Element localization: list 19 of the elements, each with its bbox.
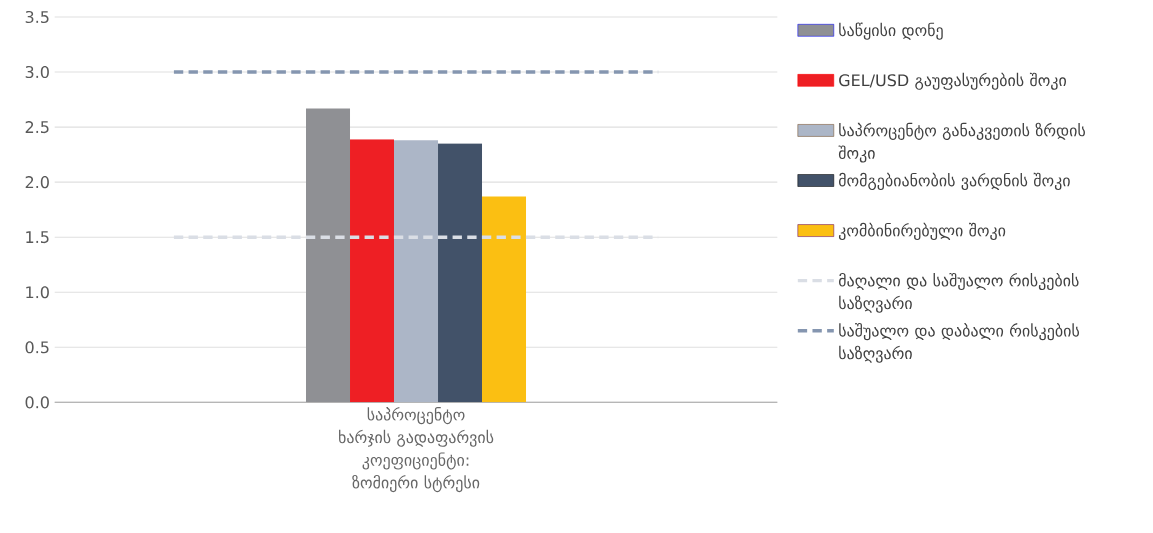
legend-label: საწყისი დონე [839, 22, 943, 40]
y-tick-label: 0.0 [25, 396, 49, 409]
y-tick-label: 2.5 [25, 121, 49, 134]
legend-label: GEL/USD გაუფასურების შოკი [839, 72, 1066, 90]
x-tick-label: საპროცენტო ხარჯის გადაფარვის კოეფიციენტი: ზომიერი სტრესი [339, 407, 494, 493]
legend-label: მომგებიანობის ვარდნის შოკი [838, 172, 1070, 190]
y-tick-label: 1.0 [26, 286, 49, 299]
bar [482, 196, 527, 403]
y-tick-label: 0.5 [25, 341, 49, 354]
bar [350, 139, 395, 403]
legend-label: კომბინირებული შოკი [838, 222, 1006, 241]
y-tick-label: 1.5 [26, 231, 49, 244]
y-tick-label: 3.5 [25, 10, 49, 24]
bar [306, 108, 351, 403]
bar [438, 143, 483, 403]
y-tick-label: 2.0 [25, 176, 49, 189]
y-tick-label: 3.0 [25, 66, 49, 79]
legend-label: საშუალო და დაბალი რისკების საზღვარი [839, 323, 1080, 363]
bar [394, 140, 439, 403]
